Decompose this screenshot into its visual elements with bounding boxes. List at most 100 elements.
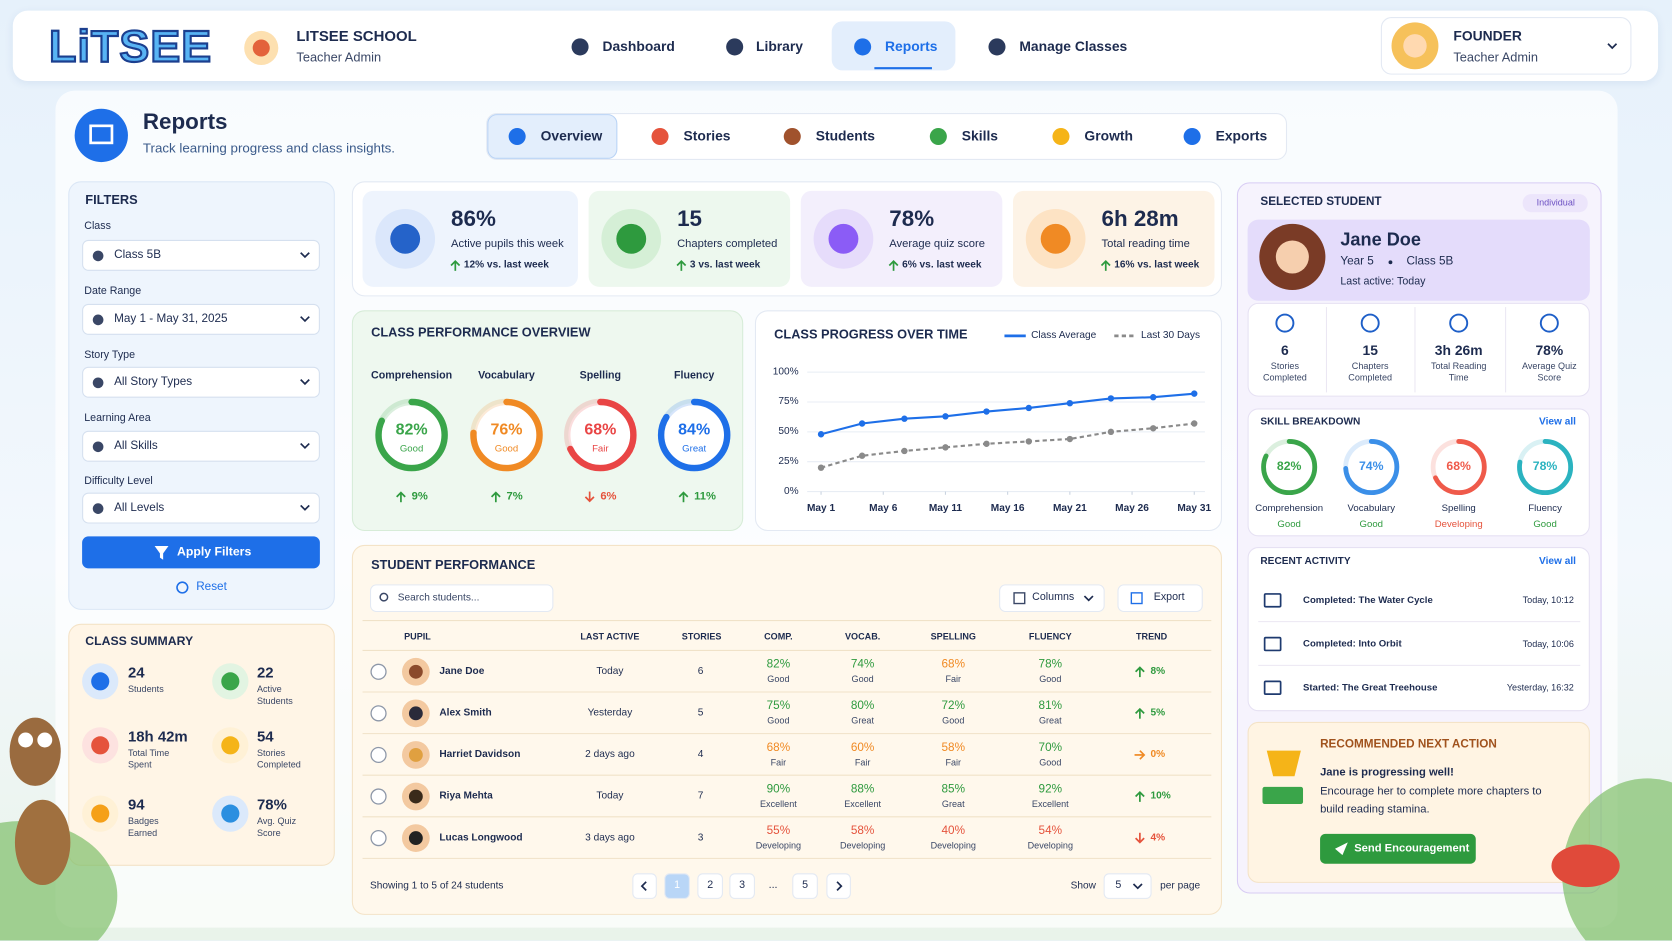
user-name: FOUNDER: [1453, 27, 1522, 44]
export-icon: [1130, 592, 1143, 605]
select[interactable]: [82, 239, 320, 271]
select[interactable]: [82, 366, 320, 398]
select-value: May 1 - May 31, 2025: [114, 312, 228, 326]
score-value: 82%: [766, 658, 791, 671]
trophy-icon: [1266, 750, 1301, 777]
page-button[interactable]: [792, 873, 818, 899]
row-checkbox: [370, 705, 387, 722]
field-label: Learning Area: [84, 412, 151, 425]
pupil-name[interactable]: Lucas Longwood: [439, 831, 523, 844]
kpi-arrow: [676, 260, 687, 267]
data-point: [1150, 394, 1157, 401]
legend-label: Last 30 Days: [1140, 329, 1201, 342]
tab-icon: [508, 127, 526, 146]
page-button[interactable]: [697, 873, 723, 899]
score-rating: Good: [1039, 673, 1062, 685]
skill-rating: Good: [399, 442, 424, 454]
page-number[interactable]: 2: [707, 879, 714, 892]
user-role: Teacher Admin: [1453, 49, 1539, 65]
page-prev[interactable]: [632, 873, 657, 899]
y-tick-label: 0%: [784, 485, 799, 497]
stat-value: 78%: [1535, 342, 1564, 359]
stat-icon: [1449, 313, 1469, 333]
row-checkbox: [370, 788, 387, 805]
select[interactable]: [82, 430, 320, 462]
page-next[interactable]: [826, 873, 851, 899]
select[interactable]: [82, 492, 320, 524]
score-value: 58%: [850, 824, 875, 838]
page-number[interactable]: 5: [802, 879, 809, 892]
nav-item[interactable]: Reports: [885, 38, 938, 55]
data-point: [983, 408, 990, 415]
x-tick-label: May 1: [806, 502, 836, 515]
tab[interactable]: Growth: [1084, 127, 1133, 144]
search-box[interactable]: [370, 584, 554, 613]
reports-icon: [74, 108, 128, 163]
nav-item[interactable]: Dashboard: [602, 38, 675, 55]
data-point: [942, 444, 949, 451]
activity-icon: [1263, 680, 1282, 696]
per-page-select[interactable]: [1103, 873, 1152, 899]
nav-item[interactable]: Library: [756, 38, 804, 55]
score-rating: Developing: [755, 839, 802, 851]
field-label: Story Type: [84, 349, 136, 362]
score-rating: Good: [851, 673, 874, 685]
pupil-name[interactable]: Jane Doe: [439, 665, 485, 678]
tab[interactable]: Overview: [540, 127, 603, 144]
progress-chart: [754, 310, 1222, 532]
breakdown-value: 82%: [1276, 460, 1302, 474]
pupil-name[interactable]: Riya Mehta: [439, 790, 493, 802]
select[interactable]: [82, 303, 320, 335]
score-value: 68%: [766, 741, 791, 755]
kpi-change: 12% vs. last week: [463, 259, 549, 271]
view-all-link[interactable]: View all: [1539, 555, 1576, 568]
trend-arrow: [1139, 750, 1146, 760]
apply-button[interactable]: [82, 536, 320, 569]
pupil-name[interactable]: Harriet Davidson: [439, 748, 521, 761]
stories: 3: [697, 831, 704, 844]
encourage-button[interactable]: [1320, 833, 1476, 864]
nav-item[interactable]: Manage Classes: [1019, 38, 1128, 55]
page-number[interactable]: 3: [739, 879, 746, 892]
page-number[interactable]: ...: [768, 879, 778, 892]
data-point: [817, 431, 825, 438]
field-label: Date Range: [84, 285, 142, 298]
tab-icon: [1052, 127, 1070, 146]
stat-icon: [1275, 313, 1295, 333]
view-all-link[interactable]: View all: [1539, 415, 1576, 428]
show-label: Show: [1070, 879, 1096, 892]
panel-title: SKILL BREAKDOWN: [1260, 415, 1361, 428]
skill-value: 84%: [678, 420, 711, 439]
skill-name: Fluency: [674, 369, 715, 382]
change-arrow: [490, 491, 501, 498]
page-button[interactable]: [729, 873, 755, 899]
data-point: [983, 440, 990, 447]
select-chevron: [300, 504, 310, 511]
ring-bg: [568, 403, 633, 468]
tab[interactable]: Students: [815, 127, 876, 144]
trend: 8%: [1150, 665, 1166, 678]
score-rating: Good: [1039, 756, 1062, 768]
nav-icon: [726, 38, 744, 56]
stats-card: [1247, 302, 1590, 397]
reset-link[interactable]: Reset: [196, 580, 227, 593]
pupil-name[interactable]: Alex Smith: [439, 707, 492, 719]
change-arrow: [584, 496, 595, 503]
per-page-label: per page: [1160, 879, 1201, 892]
tab[interactable]: Exports: [1215, 127, 1268, 144]
score-rating: Fair: [945, 756, 962, 768]
filter-icon: [154, 545, 169, 560]
nav-active-bg: [831, 21, 956, 71]
student-last-active: Last active: Today: [1340, 275, 1426, 288]
tab[interactable]: Skills: [961, 127, 999, 144]
tab[interactable]: Stories: [683, 127, 731, 144]
page-button[interactable]: [664, 873, 690, 899]
score-value: 58%: [941, 741, 966, 755]
row-checkbox: [370, 663, 387, 680]
page-number[interactable]: 1: [674, 879, 681, 892]
series-line: [820, 422, 1195, 469]
select-chevron: [300, 252, 310, 259]
y-tick-label: 100%: [772, 365, 799, 378]
data-point: [858, 420, 866, 427]
row-checkbox: [370, 830, 387, 847]
